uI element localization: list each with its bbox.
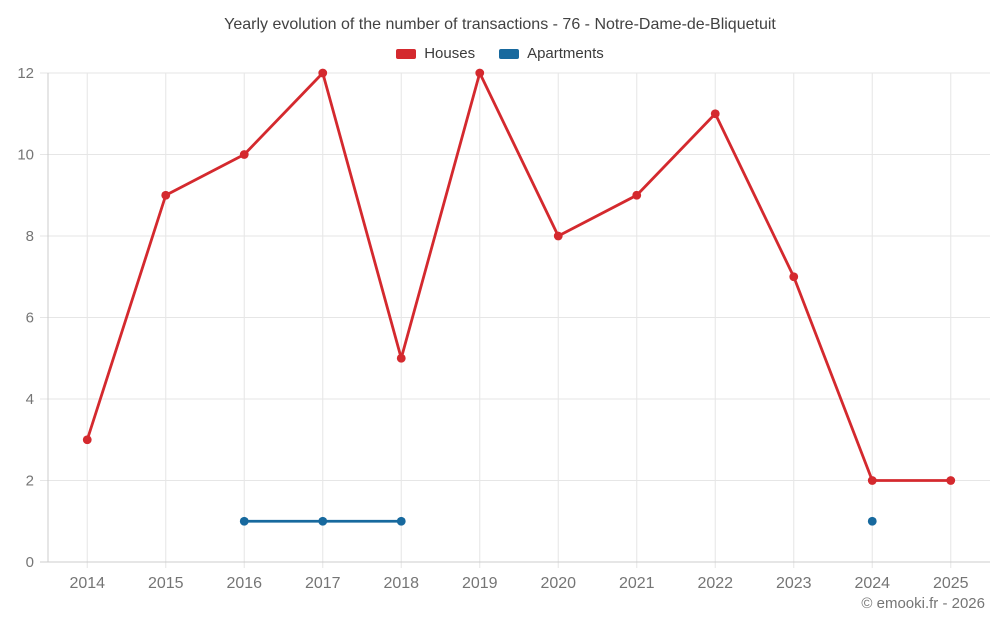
svg-text:6: 6 <box>26 310 34 327</box>
svg-text:2024: 2024 <box>854 575 890 592</box>
svg-text:2015: 2015 <box>148 575 184 592</box>
chart-title: Yearly evolution of the number of transa… <box>224 16 776 33</box>
svg-text:2: 2 <box>26 473 34 490</box>
apartments-series-swatch-icon <box>499 48 520 59</box>
svg-text:4: 4 <box>26 391 34 408</box>
svg-text:12: 12 <box>17 65 34 82</box>
svg-text:2022: 2022 <box>697 575 733 592</box>
svg-text:2019: 2019 <box>462 575 498 592</box>
svg-text:8: 8 <box>26 228 34 245</box>
svg-text:2021: 2021 <box>619 575 655 592</box>
chart-legend: Houses Apartments <box>0 45 1000 62</box>
copyright-notice: © emooki.fr - 2026 <box>861 595 985 612</box>
svg-text:0: 0 <box>26 554 34 571</box>
svg-text:2025: 2025 <box>933 575 969 592</box>
houses-series-swatch-icon <box>396 48 417 59</box>
svg-text:2020: 2020 <box>540 575 576 592</box>
svg-text:10: 10 <box>17 147 34 164</box>
legend-label-houses: Houses <box>424 45 476 62</box>
svg-text:2017: 2017 <box>305 575 341 592</box>
svg-text:2016: 2016 <box>226 575 262 592</box>
legend-item-houses[interactable]: Houses <box>396 45 475 62</box>
svg-text:2018: 2018 <box>383 575 419 592</box>
legend-label-apartments: Apartments <box>527 45 604 62</box>
svg-text:2023: 2023 <box>776 575 812 592</box>
legend-item-apartments[interactable]: Apartments <box>499 45 604 62</box>
svg-text:2014: 2014 <box>69 575 105 592</box>
